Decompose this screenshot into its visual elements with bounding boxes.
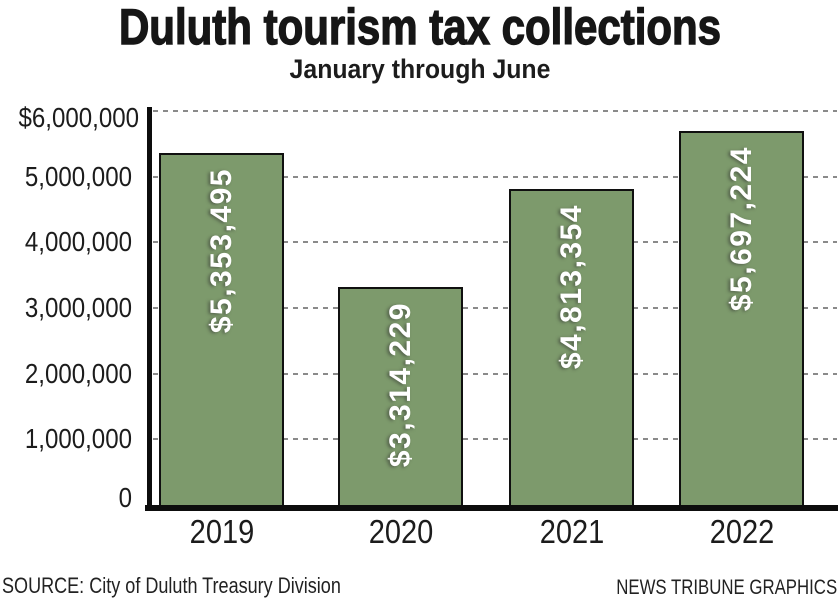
gridline (153, 307, 837, 309)
y-tick-label: $6,000,000 (18, 102, 140, 133)
y-axis-line (147, 107, 152, 511)
bar-2021: $4,813,354 (509, 188, 634, 507)
y-tick-label: 5,000,000 (24, 160, 132, 192)
y-tick-label: 3,000,000 (24, 292, 132, 323)
y-tick-label: 0 (118, 482, 132, 513)
x-tick-label: 2019 (189, 513, 254, 550)
gridline (153, 175, 837, 178)
gridline (153, 110, 837, 112)
y-tick-label: 2,000,000 (24, 357, 132, 389)
chart-subtitle: January through June (289, 54, 551, 84)
bar-2019: $5,353,495 (159, 153, 284, 507)
y-tick-label: 4,000,000 (24, 226, 132, 258)
source-credit: SOURCE: City of Duluth Treasury Division (2, 573, 341, 598)
bar-value-label: $3,314,229 (383, 302, 417, 468)
chart-title: Duluth tourism tax collections (118, 0, 722, 56)
y-tick-label: 1,000,000 (24, 423, 132, 455)
graphics-credit: NEWS TRIBUNE GRAPHICS (616, 576, 837, 599)
bar-value-label: $4,813,354 (554, 203, 588, 370)
x-tick-label: 2022 (709, 513, 774, 550)
bar-value-label: $5,697,224 (724, 145, 758, 312)
x-tick-label: 2021 (539, 513, 604, 550)
gridline (153, 241, 837, 244)
bar-2020: $3,314,229 (338, 287, 463, 507)
gridline (153, 372, 837, 375)
bar-2022: $5,697,224 (679, 130, 804, 507)
x-axis-line (145, 505, 838, 511)
gridline (153, 438, 837, 441)
bar-value-label: $5,353,495 (204, 168, 238, 334)
x-tick-label: 2020 (368, 513, 433, 550)
